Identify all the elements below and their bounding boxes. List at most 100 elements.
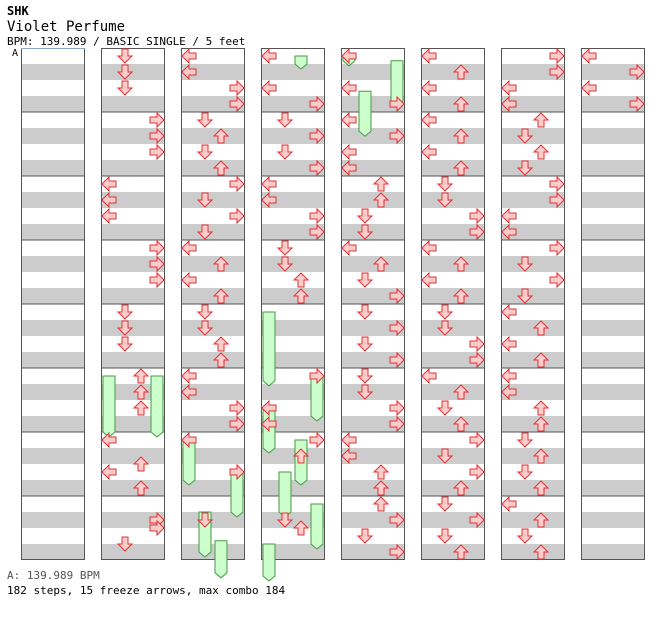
beat-stripe: [501, 288, 565, 304]
step-arrow-down: [196, 224, 214, 240]
freeze-arrow: [262, 543, 276, 582]
step-arrow-right: [309, 431, 325, 449]
beat-stripe: [501, 512, 565, 528]
beat-stripe: [581, 64, 645, 80]
step-arrow-right: [149, 519, 165, 537]
beat-stripe: [341, 352, 405, 368]
step-arrow-up: [372, 256, 390, 272]
step-arrow-down: [356, 272, 374, 288]
step-arrow-right: [469, 463, 485, 481]
step-arrow-right: [469, 351, 485, 369]
step-arrow-right: [149, 255, 165, 273]
beat-stripe: [421, 320, 485, 336]
beat-stripe: [101, 384, 165, 400]
step-arrow-left: [421, 239, 437, 257]
freeze-arrow: [278, 471, 292, 518]
step-arrow-right: [229, 79, 245, 97]
beat-stripe: [341, 192, 405, 208]
beat-stripe: [21, 544, 85, 560]
step-arrow-down: [196, 112, 214, 128]
step-arrow-right: [389, 127, 405, 145]
beat-stripe: [341, 128, 405, 144]
artist-name: SHK: [7, 4, 29, 18]
step-arrow-up: [532, 512, 550, 528]
step-arrow-right: [229, 175, 245, 193]
step-arrow-down: [516, 464, 534, 480]
step-arrow-up: [132, 456, 150, 472]
step-arrow-right: [469, 335, 485, 353]
beat-stripe: [181, 512, 245, 528]
beat-stripe: [261, 96, 325, 112]
beat-stripe: [261, 192, 325, 208]
step-arrow-right: [149, 143, 165, 161]
step-arrow-right: [309, 207, 325, 225]
step-arrow-right: [389, 95, 405, 113]
step-arrow-down: [356, 368, 374, 384]
beat-stripe: [341, 416, 405, 432]
beat-stripe: [101, 320, 165, 336]
step-arrow-up: [372, 464, 390, 480]
beat-stripe: [341, 544, 405, 560]
step-arrow-down: [196, 320, 214, 336]
beat-stripe: [101, 256, 165, 272]
step-arrow-left: [181, 367, 197, 385]
beat-stripe: [21, 96, 85, 112]
beat-stripe: [581, 544, 645, 560]
step-arrow-right: [149, 271, 165, 289]
beat-stripe: [341, 96, 405, 112]
step-arrow-right: [309, 127, 325, 145]
step-arrow-down: [436, 400, 454, 416]
step-arrow-down: [196, 192, 214, 208]
step-arrow-right: [469, 511, 485, 529]
step-arrow-right: [309, 223, 325, 241]
freeze-arrow: [262, 311, 276, 387]
step-arrow-down: [356, 224, 374, 240]
beat-stripe: [581, 288, 645, 304]
step-arrow-left: [341, 159, 357, 177]
step-arrow-down: [436, 448, 454, 464]
step-arrow-left: [421, 79, 437, 97]
step-arrow-right: [389, 287, 405, 305]
beat-stripe: [261, 512, 325, 528]
step-arrow-down: [516, 160, 534, 176]
step-arrow-down: [436, 192, 454, 208]
song-title: Violet Perfume: [7, 19, 126, 35]
beat-stripe: [21, 320, 85, 336]
step-arrow-left: [581, 47, 597, 65]
step-arrow-left: [421, 47, 437, 65]
step-arrow-up: [452, 160, 470, 176]
step-arrow-down: [116, 336, 134, 352]
beat-stripe: [181, 480, 245, 496]
step-arrow-left: [421, 143, 437, 161]
beat-stripe: [261, 160, 325, 176]
step-arrow-left: [421, 111, 437, 129]
beat-stripe: [261, 256, 325, 272]
beat-stripe: [181, 160, 245, 176]
step-arrow-down: [516, 288, 534, 304]
step-arrow-down: [516, 528, 534, 544]
step-arrow-left: [581, 79, 597, 97]
step-arrow-right: [549, 191, 565, 209]
beat-stripe: [21, 64, 85, 80]
beat-stripe: [341, 160, 405, 176]
beat-stripe: [181, 64, 245, 80]
chart-column-border: [261, 48, 325, 560]
beat-stripe: [501, 448, 565, 464]
step-arrow-up: [452, 256, 470, 272]
chart-column-border: [181, 48, 245, 560]
step-arrow-left: [421, 367, 437, 385]
beat-stripe: [501, 480, 565, 496]
chart-info: BPM: 139.989 / BASIC SINGLE / 5 feet: [7, 35, 246, 48]
beat-stripe: [261, 352, 325, 368]
beat-stripe: [501, 544, 565, 560]
step-arrow-down: [116, 80, 134, 96]
step-arrow-right: [149, 239, 165, 257]
step-arrow-left: [101, 431, 117, 449]
beat-stripe: [101, 512, 165, 528]
beat-stripe: [501, 192, 565, 208]
step-arrow-up: [452, 288, 470, 304]
beat-stripe: [101, 416, 165, 432]
freeze-arrow: [358, 90, 372, 137]
beat-stripe: [421, 256, 485, 272]
